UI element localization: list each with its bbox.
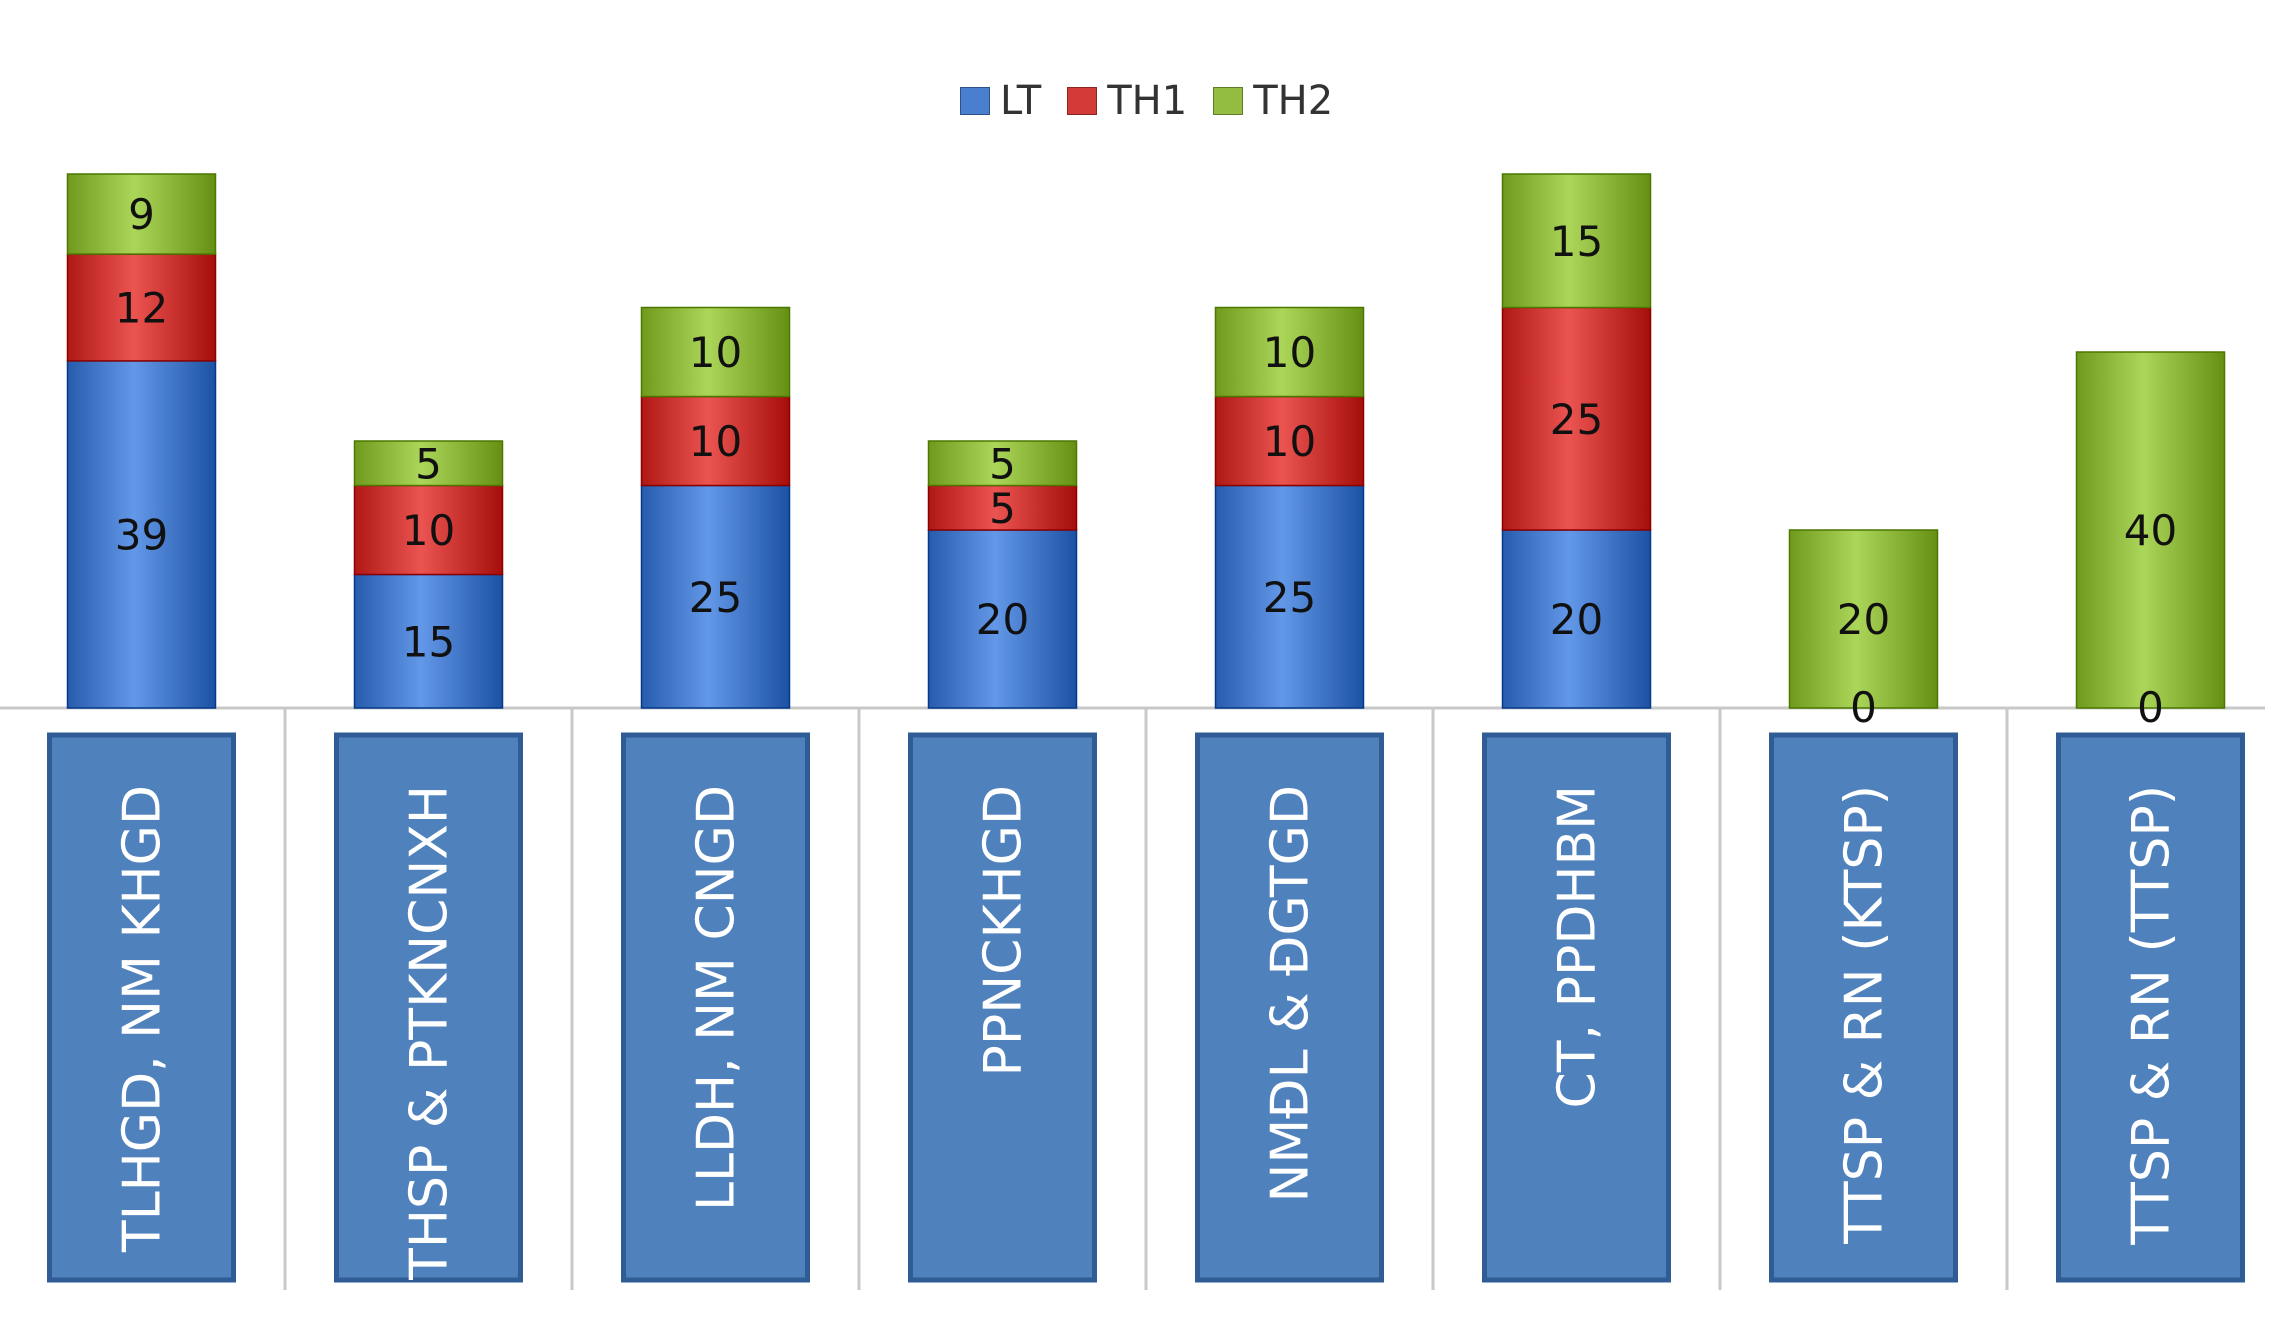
category-label-3: PPNCKHGD	[974, 785, 1034, 1076]
bar-th2-3	[927, 440, 1078, 487]
category-label-box-3	[908, 732, 1097, 1283]
data-label-th2-4: 10	[1263, 328, 1316, 377]
category-label-2: LLDH, NM CNGD	[687, 785, 747, 1211]
bar-th1-3	[927, 484, 1078, 531]
category-label-box-0	[47, 732, 236, 1283]
bar-th1-0	[66, 253, 217, 362]
legend-item-th2: TH2	[1213, 78, 1333, 124]
data-label-th1-0: 12	[115, 284, 168, 333]
bar-th1-1	[353, 484, 504, 576]
category-label-1: THSP & PTKNCNXH	[400, 785, 460, 1281]
data-label-th1-5: 25	[1550, 395, 1603, 444]
legend-label-th1: TH1	[1107, 78, 1188, 124]
bar-th2-7	[2075, 351, 2226, 709]
data-label-lt-5: 20	[1550, 595, 1603, 644]
data-label-lt-0: 39	[115, 510, 168, 559]
bar-lt-0	[66, 360, 217, 709]
data-label-lt-1: 15	[402, 617, 455, 666]
data-label-lt-3: 20	[976, 595, 1029, 644]
category-label-box-2	[621, 732, 810, 1283]
bar-lt-3	[927, 529, 1078, 709]
bar-th1-2	[640, 395, 791, 487]
data-label-th1-4: 10	[1263, 417, 1316, 466]
data-label-lt-2: 25	[689, 573, 742, 622]
category-label-6: TTSP & RN (KTSP)	[1835, 785, 1895, 1245]
data-label-th1-1: 10	[402, 506, 455, 555]
bar-lt-5	[1501, 529, 1652, 709]
legend-label-th2: TH2	[1253, 78, 1334, 124]
data-label-th2-0: 9	[128, 190, 155, 239]
data-label-th2-2: 10	[689, 328, 742, 377]
category-label-box-1	[334, 732, 523, 1283]
bar-th1-4	[1214, 395, 1365, 487]
bar-th1-5	[1501, 306, 1652, 531]
category-label-4: NMĐL & ĐGTGD	[1261, 785, 1321, 1202]
bar-th2-5	[1501, 173, 1652, 309]
zero-label-6: 0	[1850, 683, 1877, 732]
category-label-7: TTSP & RN (TTSP)	[2122, 785, 2182, 1246]
bar-th2-4	[1214, 306, 1365, 398]
bar-th2-0	[66, 173, 217, 255]
legend-swatch-th2	[1213, 87, 1244, 115]
bar-th2-2	[640, 306, 791, 398]
zero-label-7: 0	[2137, 683, 2164, 732]
legend-item-lt: LT	[960, 78, 1041, 124]
data-label-th2-7: 40	[2124, 506, 2177, 555]
legend-swatch-lt	[960, 87, 990, 115]
legend-item-th1: TH1	[1067, 78, 1187, 124]
category-label-5: CT, PPDHBM	[1548, 785, 1608, 1109]
category-label-box-4	[1195, 732, 1384, 1283]
category-label-box-5	[1482, 732, 1671, 1283]
category-label-box-6	[1769, 732, 1958, 1283]
category-label-box-7	[2056, 732, 2245, 1283]
category-label-0: TLHGD, NM KHGD	[113, 785, 173, 1253]
bar-th2-6	[1788, 529, 1939, 709]
data-label-th2-1: 5	[415, 439, 442, 488]
chart-legend: LT TH1 TH2	[960, 78, 1333, 124]
bar-lt-1	[353, 573, 504, 709]
data-label-lt-4: 25	[1263, 573, 1316, 622]
data-label-th2-5: 15	[1550, 217, 1603, 266]
legend-label-lt: LT	[1000, 78, 1042, 124]
data-label-th2-6: 20	[1837, 595, 1890, 644]
bar-th2-1	[353, 440, 504, 487]
data-label-th2-3: 5	[989, 439, 1016, 488]
bar-lt-2	[640, 484, 791, 709]
legend-swatch-th1	[1067, 87, 1098, 115]
data-label-th1-3: 5	[989, 484, 1016, 533]
data-label-th1-2: 10	[689, 417, 742, 466]
